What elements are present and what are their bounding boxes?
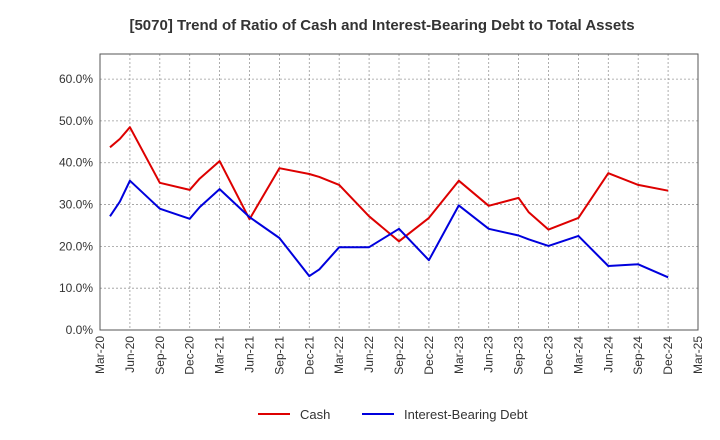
x-tick-label: Dec-21 [302,336,316,375]
y-tick-label: 30.0% [59,198,93,212]
legend: Cash Interest-Bearing Debt [258,407,528,422]
legend-label-cash: Cash [300,407,330,422]
x-tick-label: Mar-22 [332,336,346,374]
x-tick-label: Sep-21 [272,336,286,375]
x-tick-label: Mar-20 [93,336,107,374]
series-line-interest-bearing-debt [109,179,669,279]
x-tick-label: Dec-20 [183,336,197,375]
x-tick-label: Jun-22 [362,336,376,373]
x-tick-label: Mar-25 [691,336,705,374]
series-line-cash [109,126,669,243]
x-tick-label: Dec-24 [661,336,675,375]
x-tick-label: Dec-23 [542,336,556,375]
x-tick-label: Sep-24 [631,336,645,375]
x-axis: Mar-20 Jun-20 Sep-20 Dec-20 Mar-21 Jun-21 Sep-… [93,336,705,375]
x-tick-label: Mar-24 [571,336,585,374]
x-tick-label: Jun-20 [123,336,137,373]
x-tick-label: Sep-22 [392,336,406,375]
y-tick-label: 20.0% [59,239,93,253]
chart-title: [5070] Trend of Ratio of Cash and Intere… [129,17,634,34]
y-tick-label: 0.0% [66,323,94,337]
y-tick-label: 50.0% [59,114,93,128]
x-tick-label: Mar-21 [213,336,227,374]
series-layer [109,126,669,279]
y-tick-label: 40.0% [59,156,93,170]
grid-layer [100,54,698,330]
x-tick-label: Mar-23 [452,336,466,374]
x-tick-label: Dec-22 [422,336,436,375]
x-tick-label: Sep-20 [153,336,167,375]
y-tick-label: 60.0% [59,72,93,86]
y-axis: 0.0% 10.0% 20.0% 30.0% 40.0% 50.0% 60.0% [59,72,93,337]
y-tick-label: 10.0% [59,281,93,295]
plot-frame [99,53,699,331]
legend-label-interest-bearing-debt: Interest-Bearing Debt [404,407,528,422]
x-tick-label: Jun-23 [482,336,496,373]
x-tick-label: Sep-23 [512,336,526,375]
x-tick-label: Jun-21 [243,336,257,373]
x-tick-label: Jun-24 [601,336,615,373]
